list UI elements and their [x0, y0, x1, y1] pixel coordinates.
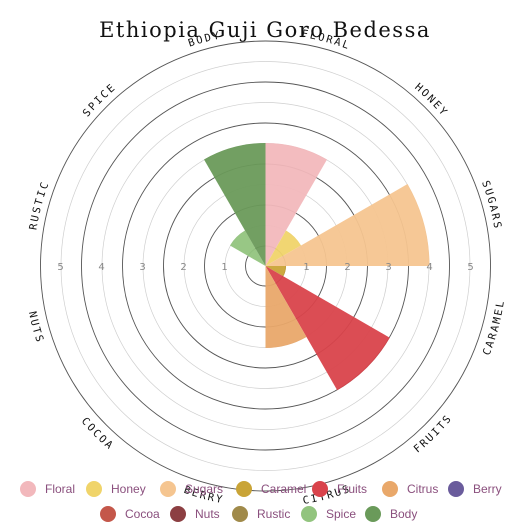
grid-ring — [40, 40, 491, 492]
legend-swatch — [100, 506, 116, 522]
legend-item-body[interactable]: Body — [365, 506, 417, 522]
legend-swatch — [160, 481, 176, 497]
legend-item-floral[interactable]: Floral — [20, 481, 75, 497]
legend-swatch — [448, 481, 464, 497]
legend-item-nuts[interactable]: Nuts — [170, 506, 220, 522]
axis-label-rustic: RUSTIC — [27, 179, 52, 231]
grid-ring — [81, 81, 450, 451]
legend-item-honey[interactable]: Honey — [86, 481, 146, 497]
radial-tick-labels: 1 1 2 2 3 3 4 4 5 5 — [57, 262, 473, 273]
grid-ring — [60, 61, 471, 471]
radial-tick-label: 2 — [344, 262, 350, 273]
legend-swatch — [236, 481, 252, 497]
axis-label-sugars: SUGARS — [479, 179, 504, 231]
wedge-sugars — [265, 184, 430, 266]
legend-label: Caramel — [261, 482, 306, 496]
legend: Floral Honey Sugars Caramel Fruits Citrus Berr… — [20, 481, 502, 522]
legend-item-caramel[interactable]: Caramel — [236, 481, 306, 497]
legend-swatch — [86, 481, 102, 497]
radial-tick-label: 1 — [303, 262, 309, 273]
legend-label: Fruits — [337, 482, 367, 496]
legend-swatch — [312, 481, 328, 497]
legend-label: Rustic — [257, 507, 290, 521]
legend-label: Floral — [45, 482, 75, 496]
legend-item-fruits[interactable]: Fruits — [312, 481, 367, 497]
legend-label: Cocoa — [125, 507, 160, 521]
radial-tick-label: 4 — [426, 262, 432, 273]
radial-tick-label: 1 — [221, 262, 227, 273]
legend-swatch — [382, 481, 398, 497]
legend-swatch — [232, 506, 248, 522]
axis-label-caramel: CARAMEL — [481, 298, 507, 357]
legend-item-spice[interactable]: Spice — [301, 506, 356, 522]
chart-title: Ethiopia Guji Goro Bedessa — [99, 18, 431, 42]
wedge-body — [204, 143, 266, 266]
legend-label: Body — [390, 507, 417, 521]
axis-label-fruits: FRUITS — [412, 412, 455, 455]
data-wedges — [204, 143, 430, 391]
wedge-fruits — [265, 266, 390, 391]
legend-swatch — [170, 506, 186, 522]
wedge-spice — [229, 230, 266, 266]
legend-label: Citrus — [407, 482, 438, 496]
legend-item-sugars[interactable]: Sugars — [160, 481, 223, 497]
radial-tick-label: 4 — [98, 262, 104, 273]
legend-swatch — [20, 481, 36, 497]
legend-swatch — [301, 506, 317, 522]
legend-label: Nuts — [195, 507, 220, 521]
legend-label: Berry — [473, 482, 502, 496]
legend-swatch — [365, 506, 381, 522]
legend-label: Spice — [326, 507, 356, 521]
legend-item-rustic[interactable]: Rustic — [232, 506, 290, 522]
radial-tick-label: 5 — [467, 262, 473, 273]
wedge-caramel — [265, 266, 286, 277]
legend-item-citrus[interactable]: Citrus — [382, 481, 438, 497]
legend-item-berry[interactable]: Berry — [448, 481, 502, 497]
axis-label-nuts: NUTS — [26, 310, 46, 345]
radial-tick-label: 5 — [57, 262, 63, 273]
wedge-citrus — [265, 266, 307, 348]
axis-label-cocoa: COCOA — [79, 415, 117, 453]
wedge-floral — [265, 143, 327, 266]
radial-tick-label: 3 — [385, 262, 391, 273]
wedge-honey — [265, 230, 302, 266]
legend-item-cocoa[interactable]: Cocoa — [100, 506, 160, 522]
legend-label: Honey — [111, 482, 146, 496]
legend-label: Sugars — [185, 482, 223, 496]
radial-tick-label: 2 — [180, 262, 186, 273]
radial-tick-label: 3 — [139, 262, 145, 273]
